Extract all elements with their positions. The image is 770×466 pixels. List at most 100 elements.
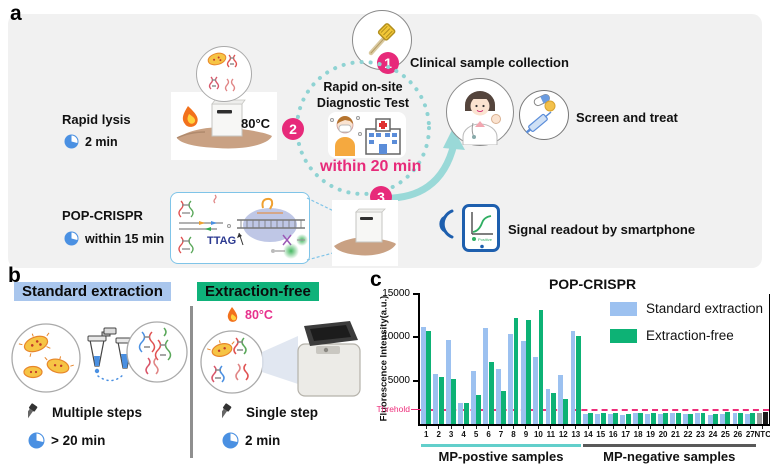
dna-icons xyxy=(211,337,249,383)
panel-c: c POP-CRISPR Fluorescence Intensity(a.u.… xyxy=(370,268,770,466)
bar xyxy=(458,403,464,424)
x-tick-label: 16 xyxy=(608,430,618,439)
bar xyxy=(645,414,651,424)
bar xyxy=(483,328,489,424)
pop-crispr-time-row: within 15 min xyxy=(64,231,164,246)
bar xyxy=(682,414,688,424)
standard-time-row: > 20 min xyxy=(28,432,105,449)
flame-icon xyxy=(227,307,238,322)
within-20min-label: within 20 min xyxy=(320,158,422,175)
chart-plot: 5000 10000 15000 Threhold 1 2 3 4 5 6 7 8 9 10 11 12 13 1… xyxy=(376,288,770,464)
x-tick-label: 6 xyxy=(486,430,491,439)
free-time-label: 2 min xyxy=(245,433,281,448)
y-tick-label: 5000 xyxy=(387,374,410,386)
multiple-steps-label: Multiple steps xyxy=(52,404,143,420)
x-tick-label: 21 xyxy=(671,430,680,439)
bar xyxy=(632,413,638,424)
x-axis-tick xyxy=(737,426,739,429)
heater-photo: 80°C xyxy=(171,58,277,160)
multiple-steps-row: Multiple steps xyxy=(28,402,142,422)
bar xyxy=(420,326,426,424)
panel-c-label: c xyxy=(370,268,382,291)
free-time-row: 2 min xyxy=(222,432,280,449)
bar xyxy=(675,413,681,424)
bar xyxy=(476,394,482,424)
bar xyxy=(620,415,626,424)
swab-circle xyxy=(352,10,412,70)
x-tick-label: 7 xyxy=(498,430,504,439)
x-axis-tick xyxy=(650,426,652,429)
bar xyxy=(732,413,738,424)
x-axis-tick xyxy=(500,426,502,429)
bar xyxy=(707,414,713,424)
x-tick-label: 18 xyxy=(633,430,643,439)
pop-crispr-title: POP-CRISPR xyxy=(62,208,143,223)
x-tick-label: 17 xyxy=(621,430,631,439)
x-axis-tick xyxy=(724,426,726,429)
bar xyxy=(657,413,663,424)
step-1-badge: 1 xyxy=(377,52,399,74)
clock-icon xyxy=(64,231,79,246)
qpcr-device-icon xyxy=(297,321,361,397)
bar xyxy=(607,414,613,424)
threshold-connector xyxy=(411,409,420,411)
x-tick-label: 8 xyxy=(511,430,516,439)
standard-time-label: > 20 min xyxy=(51,433,106,448)
x-tick-label: 19 xyxy=(646,430,656,439)
onsite-line2: Diagnostic Test xyxy=(316,95,410,110)
panel-b-divider xyxy=(190,306,193,458)
bar xyxy=(495,368,501,424)
chart-title: POP-CRISPR xyxy=(548,276,637,292)
single-step-row: Single step xyxy=(222,402,318,422)
legend-label: Extraction-free xyxy=(646,328,734,343)
signal-readout-label: Signal readout by smartphone xyxy=(508,222,696,237)
threshold-label: Threhold xyxy=(376,404,410,415)
x-tick-label: 26 xyxy=(733,430,743,439)
x-axis-tick xyxy=(512,426,514,429)
x-axis-tick xyxy=(525,426,527,429)
x-axis-tick xyxy=(587,426,589,429)
bar xyxy=(550,392,556,424)
device-photo xyxy=(332,200,398,266)
legend-swatch xyxy=(610,328,637,343)
x-tick-label: 1 xyxy=(424,430,429,439)
group-caption: MP-postive samples xyxy=(438,449,564,464)
x-tick-label: 27 xyxy=(745,430,755,439)
swab-icon xyxy=(368,23,396,56)
treat-circle xyxy=(519,90,569,140)
x-tick-label: 14 xyxy=(583,430,593,439)
x-tick-label: 20 xyxy=(658,430,668,439)
bar xyxy=(750,413,756,424)
x-axis-tick xyxy=(600,426,602,429)
x-tick-label: 25 xyxy=(720,430,730,439)
bar xyxy=(426,331,432,424)
x-axis-tick xyxy=(550,426,552,429)
x-tick-label: 12 xyxy=(558,430,568,439)
x-tick-label: 24 xyxy=(708,430,718,439)
y-axis-tick xyxy=(413,336,420,339)
bar xyxy=(625,413,631,424)
panel-b-label: b xyxy=(8,264,21,287)
onsite-line1: Rapid on-site xyxy=(323,80,403,94)
standard-extraction-diagram xyxy=(11,321,188,393)
x-axis-tick xyxy=(699,426,701,429)
bar xyxy=(688,413,693,424)
x-axis-tick xyxy=(762,426,764,429)
x-axis-tick xyxy=(687,426,689,429)
x-axis-tick xyxy=(425,426,427,429)
bar xyxy=(650,413,656,424)
clinical-sample-label: Clinical sample collection xyxy=(410,55,569,70)
bar xyxy=(501,391,506,424)
bacteria-dna-icon xyxy=(207,52,238,92)
x-tick-label: 23 xyxy=(695,430,705,439)
x-axis-tick xyxy=(637,426,639,429)
x-tick-label: 3 xyxy=(448,430,454,439)
x-axis-tick xyxy=(675,426,677,429)
doctor-icon xyxy=(462,91,501,146)
threshold-line xyxy=(420,409,769,412)
bar xyxy=(563,399,569,424)
x-tick-label: 11 xyxy=(546,430,556,439)
heat-temp-row: 80°C xyxy=(224,306,273,324)
chart-legend: Standard extraction Extraction-free xyxy=(610,301,763,355)
